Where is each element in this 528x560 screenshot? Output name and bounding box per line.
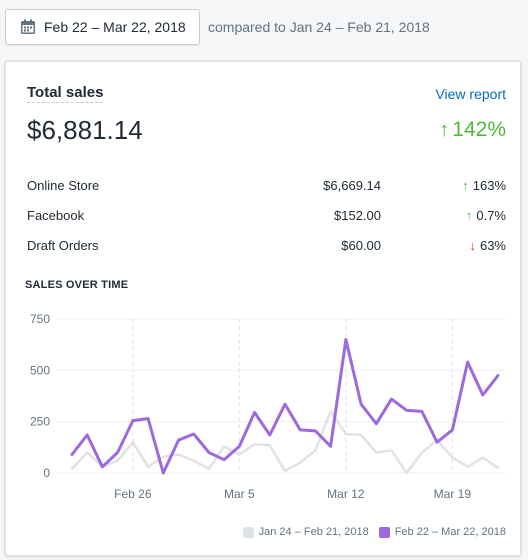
- arrow-down-icon: ↓: [469, 238, 476, 253]
- view-report-link[interactable]: View report: [435, 86, 506, 102]
- chart-heading: SALES OVER TIME: [25, 279, 129, 291]
- y-tick-label: 250: [30, 415, 50, 429]
- total-sales-change: ↑ 142%: [439, 118, 506, 142]
- y-tick-label: 500: [30, 363, 50, 377]
- channel-name: Facebook: [27, 208, 85, 223]
- channel-change: ↑ 163%: [462, 178, 506, 193]
- total-sales-card: Total sales View report $6,881.14 ↑ 142%…: [5, 61, 521, 556]
- chart-legend: Jan 24 – Feb 21, 2018 Feb 22 – Mar 22, 2…: [233, 526, 506, 538]
- breakdown-row: Facebook $152.00 ↑ 0.7%: [27, 201, 508, 231]
- x-tick-label: Mar 19: [434, 487, 472, 501]
- legend-swatch-previous: [242, 526, 254, 538]
- series-line-previous: [70, 410, 500, 475]
- date-range-button[interactable]: Feb 22 – Mar 22, 2018: [5, 9, 200, 45]
- change-value: 0.7%: [476, 208, 506, 223]
- channel-name: Draft Orders: [27, 238, 99, 253]
- arrow-up-icon: ↑: [462, 178, 469, 193]
- change-value: 63%: [479, 238, 506, 253]
- arrow-up-icon: ↑: [465, 208, 473, 223]
- sales-breakdown: Online Store $6,669.14 ↑ 163% Facebook $1…: [27, 171, 508, 261]
- calendar-icon: [20, 19, 36, 35]
- breakdown-row: Online Store $6,669.14 ↑ 163%: [27, 171, 508, 201]
- channel-change: ↑ 0.7%: [466, 208, 506, 223]
- total-sales-value: $6,881.14: [27, 115, 143, 145]
- channel-name: Online Store: [27, 178, 100, 193]
- x-tick-label: Mar 5: [224, 487, 255, 501]
- legend-swatch-current: [378, 526, 390, 538]
- y-tick-label: 750: [30, 312, 50, 326]
- channel-amount: $60.00: [341, 238, 381, 253]
- arrow-up-icon: ↑: [439, 118, 450, 141]
- breakdown-row: Draft Orders $60.00 ↓ 63%: [27, 231, 508, 261]
- legend-item-previous[interactable]: Jan 24 – Feb 21, 2018: [242, 526, 369, 538]
- legend-item-current[interactable]: Feb 22 – Mar 22, 2018: [378, 526, 506, 538]
- change-value: 163%: [472, 178, 506, 193]
- channel-amount: $152.00: [334, 208, 381, 223]
- channel-amount: $6,669.14: [323, 178, 381, 193]
- x-tick-label: Mar 12: [327, 487, 365, 501]
- legend-label-previous: Jan 24 – Feb 21, 2018: [258, 526, 369, 538]
- x-tick-label: Feb 26: [114, 487, 152, 501]
- sales-over-time-chart: 0 250 500 750 Feb 26 Mar 5 Mar 12 Mar 19: [30, 312, 506, 501]
- comparison-text: compared to Jan 24 – Feb 21, 2018: [208, 19, 430, 35]
- date-range-label: Feb 22 – Mar 22, 2018: [44, 19, 186, 35]
- card-title[interactable]: Total sales: [27, 84, 104, 103]
- series-line-current: [70, 338, 500, 475]
- legend-label-current: Feb 22 – Mar 22, 2018: [394, 526, 506, 538]
- total-change-value: 142%: [452, 118, 506, 141]
- channel-change: ↓ 63%: [469, 238, 506, 253]
- y-tick-label: 0: [43, 466, 50, 480]
